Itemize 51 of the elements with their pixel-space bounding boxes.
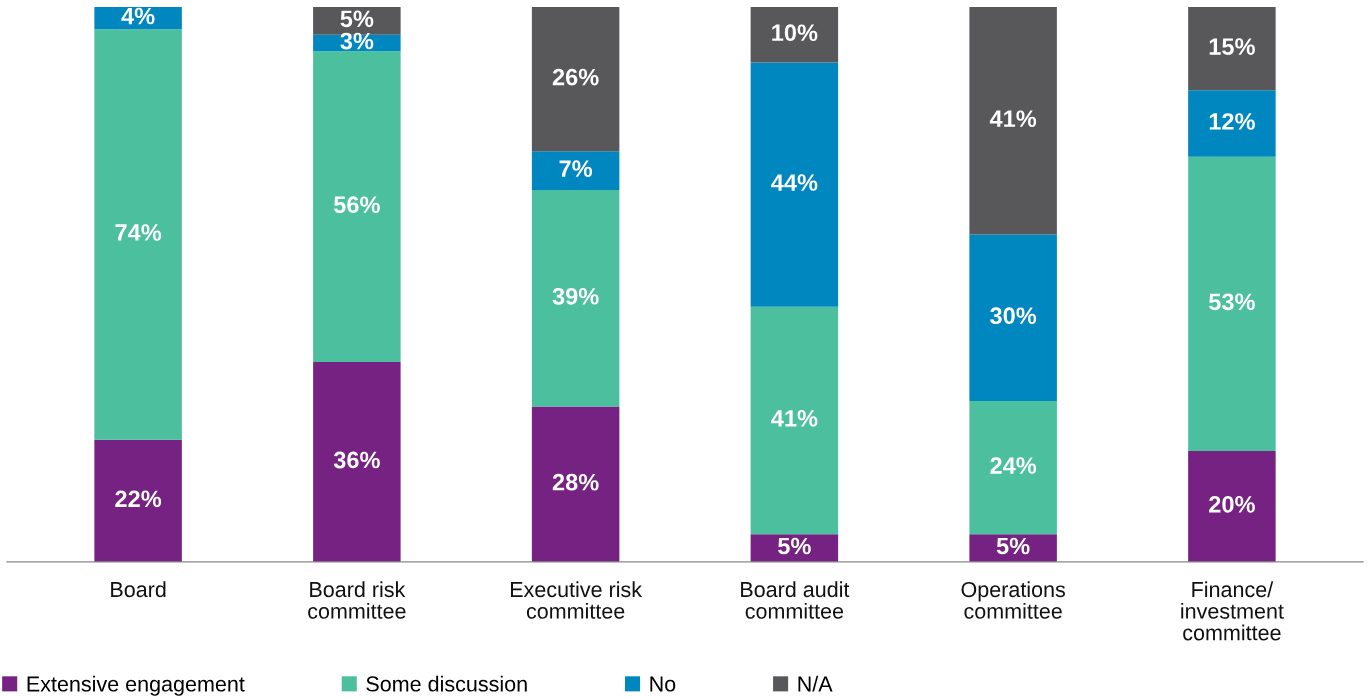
data-label: 5% xyxy=(996,537,1030,555)
bar xyxy=(531,190,620,407)
bar xyxy=(94,29,182,440)
x-tick-label: Executive risk committee xyxy=(510,581,643,619)
data-label: 22% xyxy=(115,490,162,508)
x-tick-label: Operations committee xyxy=(961,581,1066,619)
data-label: 56% xyxy=(333,196,380,214)
data-label: 41% xyxy=(771,410,818,427)
x-tick-label: Board risk committee xyxy=(308,581,406,619)
legend-label: N/A xyxy=(798,675,833,692)
bar xyxy=(1188,6,1276,91)
data-label: 74% xyxy=(115,224,162,241)
bar xyxy=(1188,90,1276,157)
bar xyxy=(313,362,401,562)
bar xyxy=(313,51,401,363)
data-label: 15% xyxy=(1209,38,1255,55)
data-label: 4% xyxy=(121,7,155,25)
data-label: 30% xyxy=(990,307,1037,325)
bar xyxy=(1188,156,1276,451)
legend-label: Some discussion xyxy=(366,675,527,692)
bar xyxy=(531,6,620,152)
x-tick-label: Board audit committee xyxy=(741,581,850,619)
data-label: 39% xyxy=(552,287,599,305)
data-label: 36% xyxy=(333,451,380,469)
data-label: 5% xyxy=(778,537,811,555)
data-label: 3% xyxy=(340,32,374,50)
bar xyxy=(969,234,1057,401)
data-label: 20% xyxy=(1209,496,1255,513)
data-label: 28% xyxy=(552,473,599,491)
data-label: 53% xyxy=(1208,293,1255,311)
x-tick-label: Finance/ investment committee xyxy=(1181,581,1284,641)
data-label: 41% xyxy=(989,110,1037,128)
legend-label: No xyxy=(650,676,676,692)
bar xyxy=(969,6,1057,235)
data-label: 24% xyxy=(990,457,1037,474)
data-label: 7% xyxy=(559,160,593,177)
data-label: 12% xyxy=(1209,113,1255,130)
data-label: 44% xyxy=(771,174,818,191)
bar xyxy=(750,6,839,63)
bar xyxy=(750,62,839,307)
bar xyxy=(1188,450,1276,562)
x-tick-label: Board xyxy=(111,581,166,598)
data-label: 10% xyxy=(772,24,818,42)
data-label: 26% xyxy=(552,68,599,86)
bar xyxy=(531,406,620,562)
bar xyxy=(969,400,1057,535)
legend-label: Extensive engagement xyxy=(27,675,245,696)
bar xyxy=(750,306,839,535)
bar xyxy=(94,439,182,562)
data-label: 5% xyxy=(340,10,374,28)
bar xyxy=(531,151,620,191)
